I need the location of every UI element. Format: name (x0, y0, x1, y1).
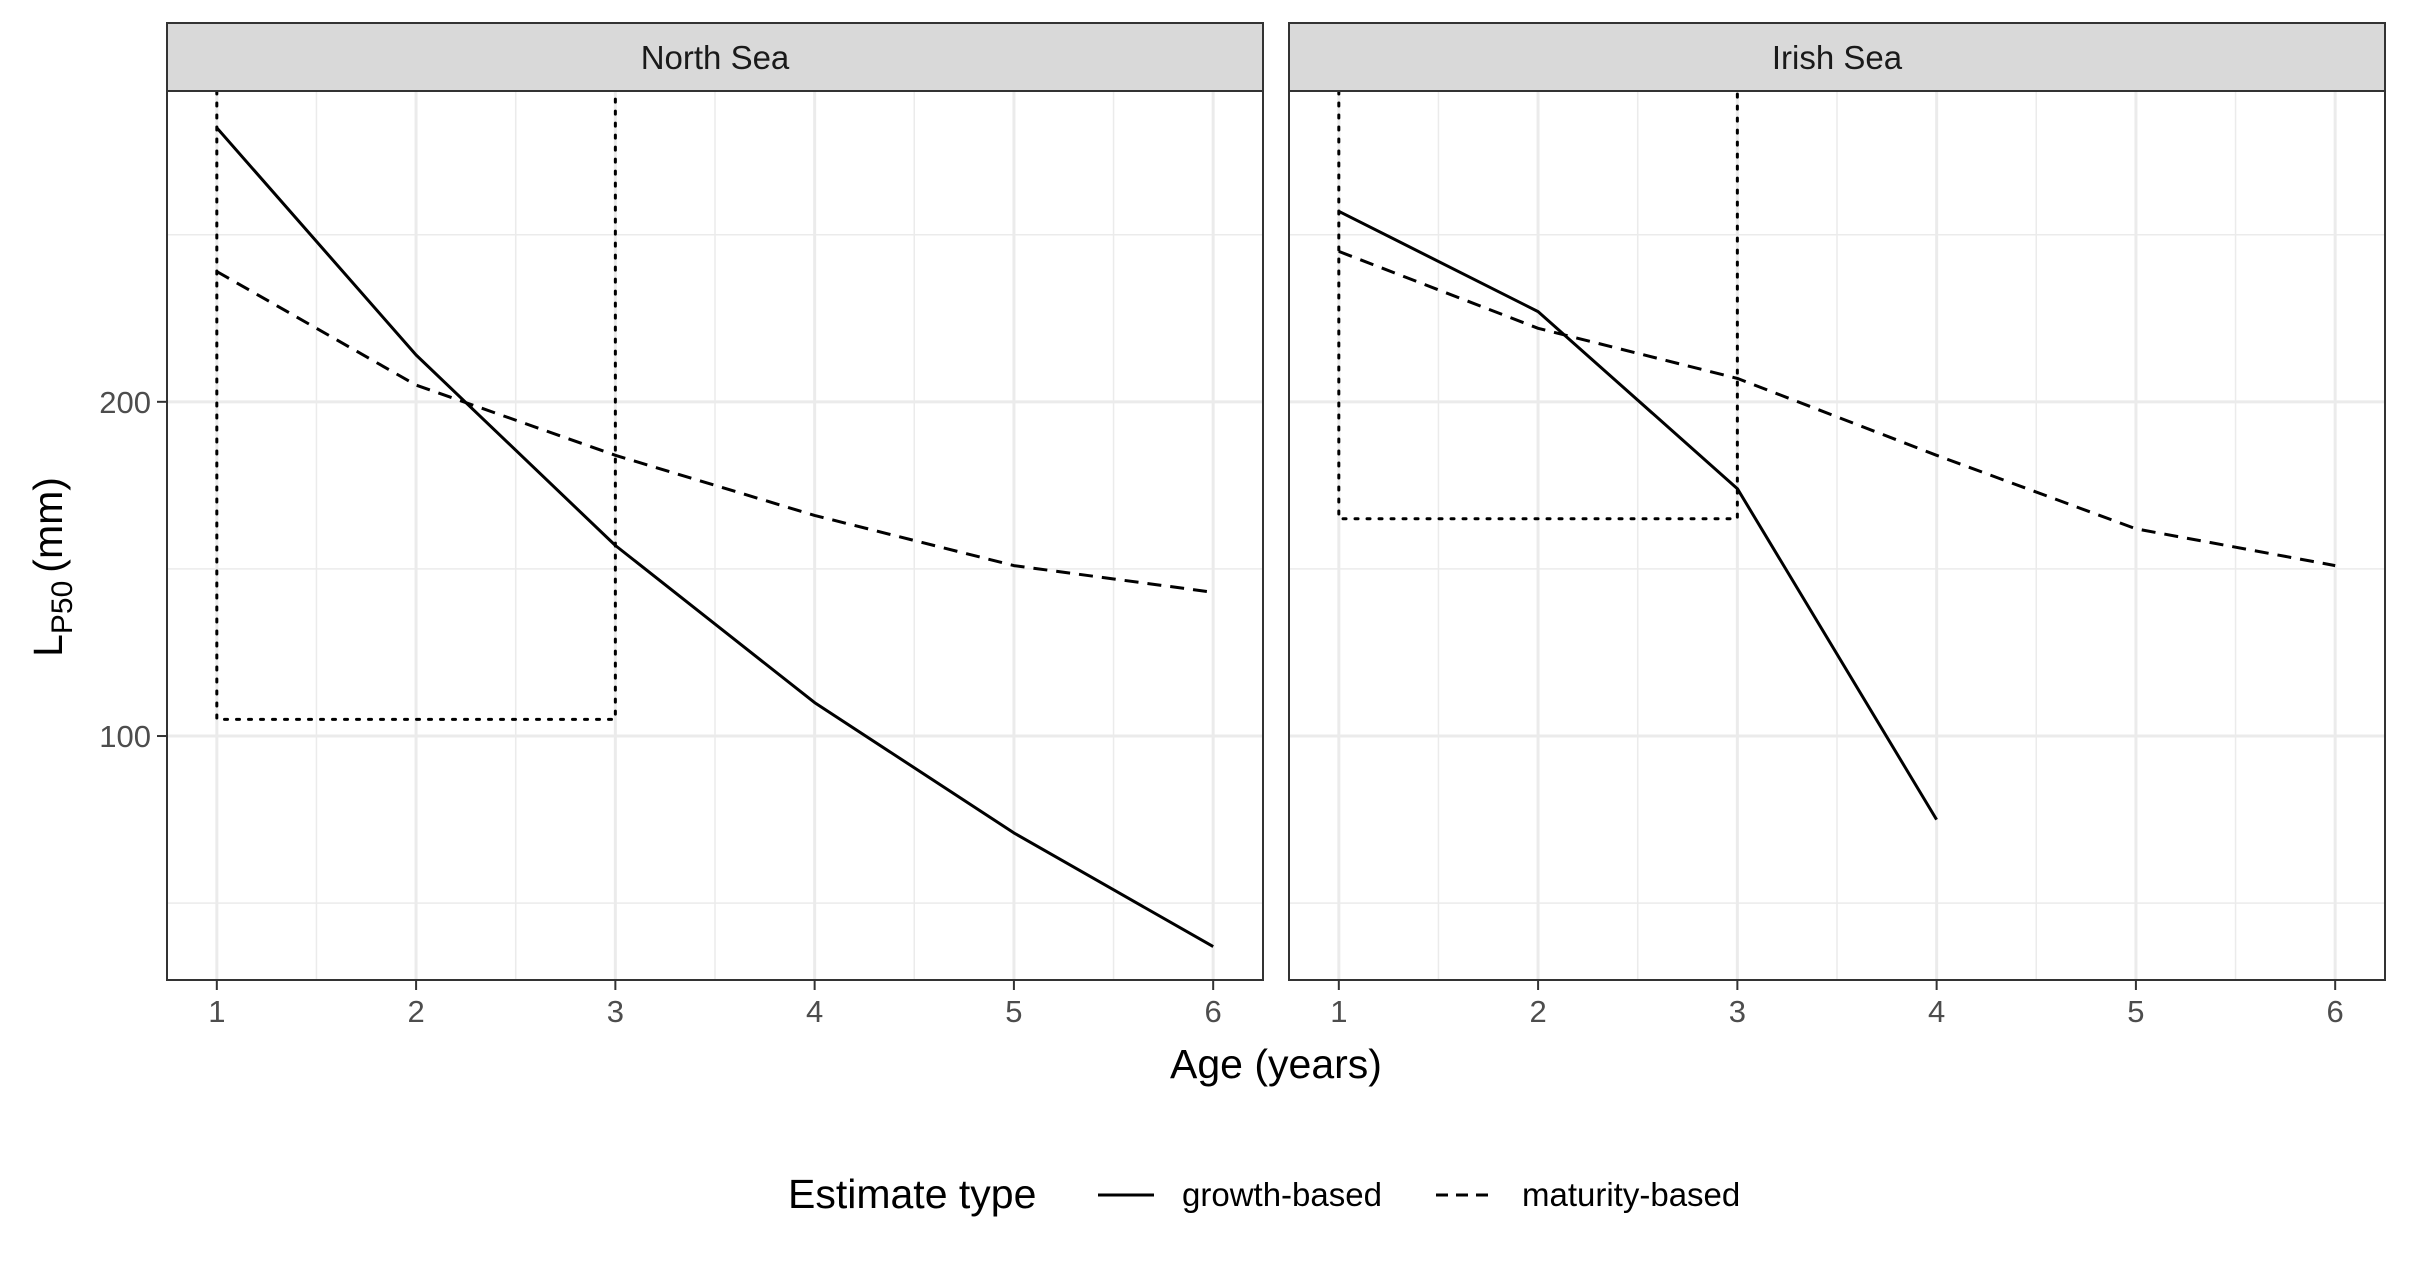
series-line-maturity-based-irish-sea (1338, 250, 2336, 568)
y-tick-label: 200 (99, 385, 151, 420)
facet-strip (166, 22, 1264, 92)
panel-irish-sea: Irish Sea 1 2 3 4 5 6 (1288, 22, 2386, 1029)
x-tick-label: 3 (607, 994, 624, 1029)
reference-box-north-sea (215, 89, 617, 721)
legend-label-growth-based: growth-based (1182, 1176, 1382, 1213)
facet-strip-label: North Sea (641, 39, 790, 76)
x-tick-label: 4 (806, 994, 823, 1029)
x-tick-label: 3 (1729, 994, 1746, 1029)
x-tick-label: 1 (1330, 994, 1347, 1029)
x-axis-title: Age (years) (1170, 1041, 1382, 1087)
svg-text:LP50(mm): LP50 (mm) (25, 477, 79, 657)
legend: Estimate type growth-based maturity-base… (788, 1171, 1740, 1217)
x-tick-label: 1 (208, 994, 225, 1029)
y-axis-title: LP50 (mm) (25, 477, 79, 657)
y-axis-title-unit: (mm) (25, 477, 71, 573)
x-tick-label: 5 (2127, 994, 2144, 1029)
x-tick-label: 6 (1205, 994, 1222, 1029)
series-line-maturity-based-north-sea (216, 270, 1214, 594)
x-tick-label: 6 (2327, 994, 2344, 1029)
x-tick-label: 2 (1529, 994, 1546, 1029)
facet-strip (1288, 22, 2386, 92)
series-line-growth-based-irish-sea (1338, 209, 1938, 821)
y-axis-title-sub: P50 (46, 581, 79, 634)
reference-box-irish-sea (1337, 89, 1739, 521)
x-tick-label: 4 (1928, 994, 1945, 1029)
panel-north-sea: North Sea 1 2 3 4 5 6 100 200 (99, 22, 1264, 1029)
y-tick-label: 100 (99, 719, 151, 754)
y-axis-title-main: L (25, 634, 71, 657)
x-tick-label: 5 (1005, 994, 1022, 1029)
x-tick-label: 2 (407, 994, 424, 1029)
legend-title: Estimate type (788, 1171, 1036, 1217)
legend-label-maturity-based: maturity-based (1522, 1176, 1740, 1213)
facet-strip-label: Irish Sea (1772, 39, 1903, 76)
series-line-growth-based-north-sea (215, 126, 1214, 948)
